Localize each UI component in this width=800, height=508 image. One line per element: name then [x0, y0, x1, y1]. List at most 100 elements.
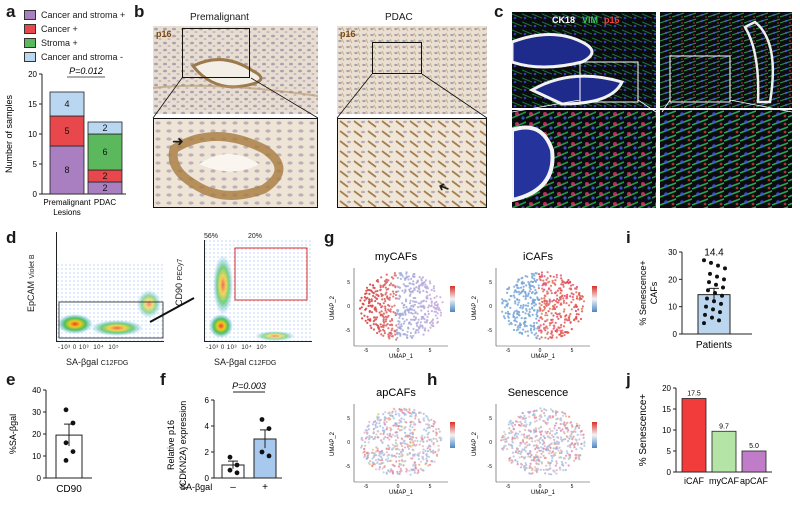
y-tick-label: 0: [667, 468, 672, 477]
data-point: [717, 318, 721, 323]
chart-f: 0 2 4 6 Relative p16 (CDKN2A) expression – + SA-…: [166, 381, 282, 493]
umap-x-tick: -5: [364, 348, 369, 354]
umap-x-label: UMAP_1: [389, 490, 414, 496]
umap-colorbar: [450, 422, 455, 448]
data-point: [266, 426, 272, 431]
y-tick-label: 20: [668, 275, 677, 284]
zoom-box: [182, 28, 250, 78]
panel-label-c: c: [494, 2, 504, 21]
data-point: [63, 407, 69, 413]
umap-y-tick: 5: [347, 416, 350, 422]
chart-e: 0 10 20 30 40 %SA-βgal CD90: [8, 386, 92, 495]
umap-y-tick: 0: [347, 440, 350, 446]
umap-senescence: Senescence UMAP_2 UMAP_1 -5 0 5 5 0 -5: [468, 384, 608, 496]
zoom-box: [372, 42, 422, 74]
legend-a-swatch: [24, 10, 36, 20]
data-point: [720, 293, 724, 298]
umap-colorbar: [592, 286, 597, 312]
bar-segment-label: 2: [102, 123, 107, 133]
umap-cells: [360, 407, 443, 476]
data-point: [709, 260, 713, 265]
umap-title: myCAFs: [375, 251, 418, 263]
y-axis-label-line2: (CDKN2A) expression: [178, 401, 188, 490]
umap-y-tick: -5: [346, 328, 351, 334]
immunofluorescence-premalignant-overview: CK18 VIM p16: [512, 12, 656, 108]
x-tick-label: myCAF: [709, 476, 739, 486]
umap-x-tick: -5: [506, 348, 511, 354]
x-tick-label: Premalignant: [43, 198, 91, 207]
umap-title: iCAFs: [523, 251, 553, 263]
panel-label-d: d: [6, 228, 17, 247]
umap-x-tick: 0: [539, 484, 542, 490]
zoom-connector-lines: [152, 73, 488, 119]
umap-icafs: iCAFs UMAP_2 UMAP_1 -5 0 5 5 0 -5: [468, 248, 608, 360]
y-axis-label: % Senescence+: [638, 260, 648, 325]
umap-svg: myCAFs UMAP_2 UMAP_1 -5 0 5 5 0 -5: [330, 251, 455, 360]
umap-apcafs: apCAFs UMAP_2 UMAP_1 -5 0 5 5 0 -5: [326, 384, 466, 496]
x-tick-label: iCAF: [684, 476, 705, 486]
umap-y-tick: 5: [489, 280, 492, 286]
data-point: [63, 458, 69, 463]
umap-y-tick: -5: [488, 328, 493, 334]
immunofluorescence-pdac-overview: [660, 12, 792, 108]
y-tick-label: 30: [668, 248, 677, 257]
umap-x-tick: -5: [364, 484, 369, 490]
panel-label-i: i: [626, 228, 631, 247]
flow-xlabel-1: SA-βgal C12FDG: [66, 357, 129, 367]
data-point: [708, 271, 712, 276]
data-point: [703, 312, 707, 317]
bar-value-label: 9.7: [719, 423, 729, 430]
panel-label-b: b: [134, 2, 145, 21]
x-tick-label: Patients: [696, 340, 732, 351]
chart-j: 0 5 10 15 20 % Senescence+ 17.5 iCAF 9.7 myCAF 5.0…: [638, 384, 772, 486]
y-tick-label: 2: [205, 448, 210, 457]
y-tick-label: 10: [28, 130, 37, 139]
stain-label-p16: p16: [340, 29, 356, 39]
panel-label-e: e: [6, 370, 16, 389]
umap-x-tick: 5: [429, 484, 432, 490]
legend-a-item: Cancer +: [24, 24, 78, 34]
umap-x-tick: 0: [397, 484, 400, 490]
bar-segment: [87, 121, 123, 135]
legend-a-item: Cancer and stroma +: [24, 10, 125, 20]
data-point: [705, 296, 709, 301]
umap-cells: [501, 271, 586, 340]
if-label-p16: p16: [604, 15, 620, 25]
x-tick-label: PDAC: [94, 198, 116, 207]
histology-premalignant-zoom: ➜: [153, 118, 318, 208]
flow-ylabel-epcam: EpCAM Violet B: [26, 254, 36, 312]
legend-a-swatch: [24, 24, 36, 34]
gate-right-pct: 20%: [248, 233, 263, 240]
panel-label-g: g: [324, 228, 335, 247]
data-point: [710, 315, 714, 320]
flow-plot-cd90: [204, 240, 312, 342]
bar-segment-label: 6: [102, 147, 107, 157]
y-tick-label: 0: [205, 474, 210, 483]
bar-segment: [49, 145, 85, 195]
data-point: [266, 453, 272, 459]
umap-title: Senescence: [508, 387, 569, 399]
data-point: [711, 307, 715, 312]
umap-y-label: UMAP_2: [472, 431, 478, 456]
y-tick-label: 4: [205, 422, 210, 431]
umap-svg: Senescence UMAP_2 UMAP_1 -5 0 5 5 0 -5: [472, 387, 597, 496]
data-point: [713, 291, 717, 295]
y-tick-label: 10: [662, 426, 671, 435]
flow-plot-epcam: [56, 232, 164, 342]
histology-premalignant-overview: p16: [153, 26, 318, 114]
umap-y-tick: 5: [489, 416, 492, 422]
panel-label-j: j: [626, 370, 631, 389]
y-tick-label: 0: [33, 190, 38, 199]
legend-a-label: Cancer and stroma -: [41, 52, 124, 62]
x-tick-label: apCAF: [740, 476, 769, 486]
umap-y-label: UMAP_2: [330, 431, 336, 456]
data-point: [227, 454, 233, 460]
data-point: [702, 258, 706, 263]
data-point: [234, 462, 240, 468]
umap-colorbar: [450, 286, 455, 312]
y-tick-label: 20: [32, 430, 41, 439]
panel-label-h: h: [427, 370, 438, 389]
legend-a-label: Cancer +: [41, 24, 78, 34]
data-point: [259, 417, 265, 422]
umap-x-tick: 0: [397, 348, 400, 354]
